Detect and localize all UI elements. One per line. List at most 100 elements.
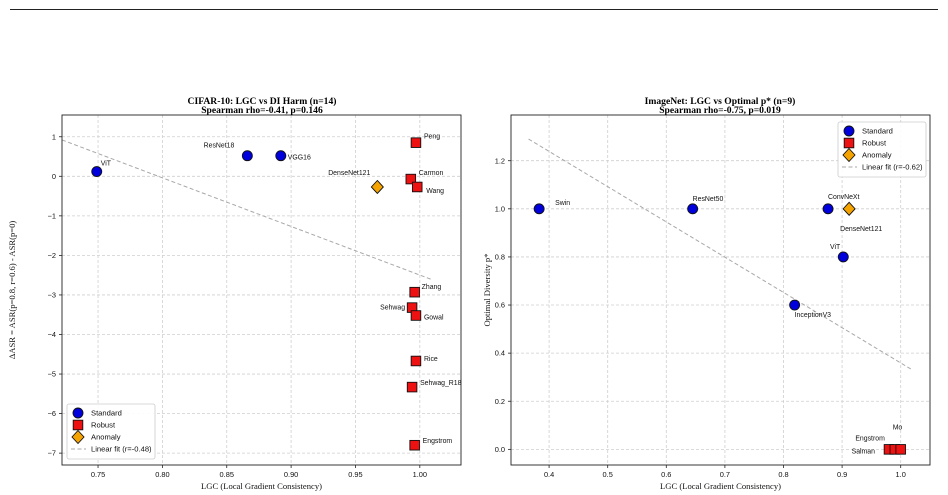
y-axis-label: Optimal Diversity p* — [482, 253, 492, 326]
x-tick-label: 0.9 — [837, 470, 847, 479]
legend-label: Anomaly — [862, 151, 892, 160]
point-anomaly-densenet121 — [842, 201, 856, 216]
point-anomaly-densenet121 — [370, 179, 384, 195]
point-label-zhang: Zhang — [422, 284, 442, 291]
legend: Standard Robust Anomaly Linear fit (r=-0.62… — [837, 121, 927, 178]
linear-fit-line — [528, 138, 913, 371]
point-standard-inceptionv3 — [789, 299, 801, 311]
x-tick-label: 1.00 — [413, 470, 427, 479]
y-tick-label: −7 — [48, 449, 56, 458]
y-tick-label: 0.6 — [495, 301, 505, 310]
legend-box — [837, 121, 927, 178]
y-axis-label: ΔASR = ASR(p=0.8, r=0.6) - ASR(p=0) — [7, 221, 17, 360]
chart-subtitle: Spearman rho=-0.75, p=0.019 — [659, 105, 781, 116]
point-label-peng: Peng — [424, 134, 440, 141]
y-tick-label: −5 — [48, 370, 56, 379]
y-tick-label: 1.0 — [495, 204, 505, 213]
x-tick-label: 0.80 — [155, 470, 169, 479]
point-label-swin: Swin — [555, 200, 570, 207]
point-label-convnext: ConvNeXt — [828, 194, 859, 201]
point-label-mo: Mo — [893, 424, 903, 431]
point-label-salman: Salman — [852, 448, 876, 455]
chart-1: 0.75 0.80 0.85 0.90 0.95 1.00 1 0 −1 −2 −3 −4 −5 −6 −7… — [7, 96, 462, 491]
legend-label: Standard — [91, 409, 122, 418]
y-tick-label: −3 — [48, 291, 56, 300]
point-label-densenet121: DenseNet121 — [840, 226, 882, 233]
y-tick-label: −1 — [48, 211, 56, 220]
point-label-wang: Wang — [426, 188, 444, 195]
point-label-sehwag: Sehwag — [380, 305, 405, 312]
point-robust-mo — [895, 444, 906, 455]
y-tick-label: −2 — [48, 251, 56, 260]
point-standard-swin — [533, 203, 545, 215]
point-label-resnet50: ResNet50 — [693, 196, 724, 203]
point-label-gowal: Gowal — [424, 315, 444, 322]
chart-title: ImageNet: LGC vs Optimal p* (n=9) — [645, 96, 796, 107]
legend-marker-square — [72, 419, 84, 431]
point-standard-vgg16 — [275, 150, 287, 162]
x-tick-label: 0.6 — [661, 470, 671, 479]
point-robust-peng — [410, 137, 422, 148]
point-standard-vit — [837, 251, 849, 263]
legend-label: Anomaly — [91, 433, 121, 442]
chart-subtitle: Spearman rho=-0.41, p=0.146 — [201, 105, 323, 116]
point-robust-gowal — [410, 310, 422, 321]
y-tick-label: 0.4 — [495, 349, 505, 358]
point-robust-sehwag-r18 — [406, 381, 418, 393]
point-label-rice: Rice — [424, 356, 438, 363]
y-tick-label: 1.2 — [495, 156, 505, 165]
point-standard-resnet18 — [241, 150, 253, 162]
y-tick-label: 0.8 — [495, 253, 505, 262]
legend-marker-square — [843, 137, 855, 149]
x-tick-label: 0.95 — [348, 470, 362, 479]
point-label-densenet121: DenseNet121 — [328, 170, 370, 177]
point-label-vgg16: VGG16 — [288, 155, 311, 162]
point-standard-vit — [91, 166, 103, 178]
legend-label: Robust — [91, 421, 116, 430]
legend-label: Linear fit (r=-0.48) — [91, 445, 152, 454]
chart-2: 0.4 0.5 0.6 0.7 0.8 0.9 1.0 0.0 0.2 0.4 0.6 0.8 1.0 1… — [482, 96, 931, 491]
y-tick-label: 0 — [52, 172, 56, 181]
plot-frame — [61, 114, 462, 466]
legend-marker-diamond — [71, 429, 85, 445]
legend-label: Linear fit (r=-0.62) — [862, 163, 923, 172]
x-tick-label: 0.75 — [91, 470, 105, 479]
x-axis-label: LGC (Local Gradient Consistency) — [660, 481, 781, 491]
plot-frame — [510, 114, 931, 466]
point-standard-convnext — [822, 203, 834, 215]
point-robust-rice — [410, 355, 422, 367]
y-tick-label: 0.2 — [495, 397, 505, 406]
point-robust-engstrom — [409, 439, 420, 451]
y-tick-label: 0.0 — [495, 445, 505, 454]
y-tick-label: 1 — [52, 132, 56, 141]
point-robust-carmon — [405, 173, 417, 185]
point-label-engstrom: Engstrom — [423, 438, 453, 445]
legend-box — [66, 403, 156, 460]
x-tick-label: 1.0 — [896, 470, 906, 479]
point-standard-resnet50 — [687, 203, 699, 215]
point-label-resnet18: ResNet18 — [204, 143, 235, 150]
y-tick-label: −4 — [48, 330, 56, 339]
x-tick-label: 0.5 — [603, 470, 613, 479]
legend: Standard Robust Anomaly Linear fit (r=-0.48… — [66, 403, 156, 460]
x-tick-label: 0.8 — [778, 470, 788, 479]
point-label-inceptionv3: InceptionV3 — [795, 312, 832, 319]
x-tick-label: 0.7 — [720, 470, 730, 479]
point-label-vit: ViT — [101, 161, 112, 168]
linear-fit-line — [61, 139, 433, 281]
point-robust-wang — [411, 181, 423, 193]
chart-title: CIFAR-10: LGC vs DI Harm (n=14) — [188, 96, 337, 107]
legend-marker-circle — [843, 125, 855, 137]
x-tick-label: 0.85 — [220, 470, 234, 479]
point-robust-zhang — [409, 286, 420, 298]
top-border-line — [10, 9, 938, 10]
point-label-vit: ViT — [830, 244, 841, 251]
legend-marker-diamond — [842, 147, 856, 163]
legend-marker-circle — [72, 407, 84, 419]
point-label-carmon: Carmon — [419, 170, 444, 177]
point-label-engstrom: Engstrom — [855, 435, 885, 442]
x-tick-label: 0.4 — [544, 470, 554, 479]
x-tick-label: 0.90 — [284, 470, 298, 479]
x-axis-label: LGC (Local Gradient Consistency) — [201, 481, 322, 491]
